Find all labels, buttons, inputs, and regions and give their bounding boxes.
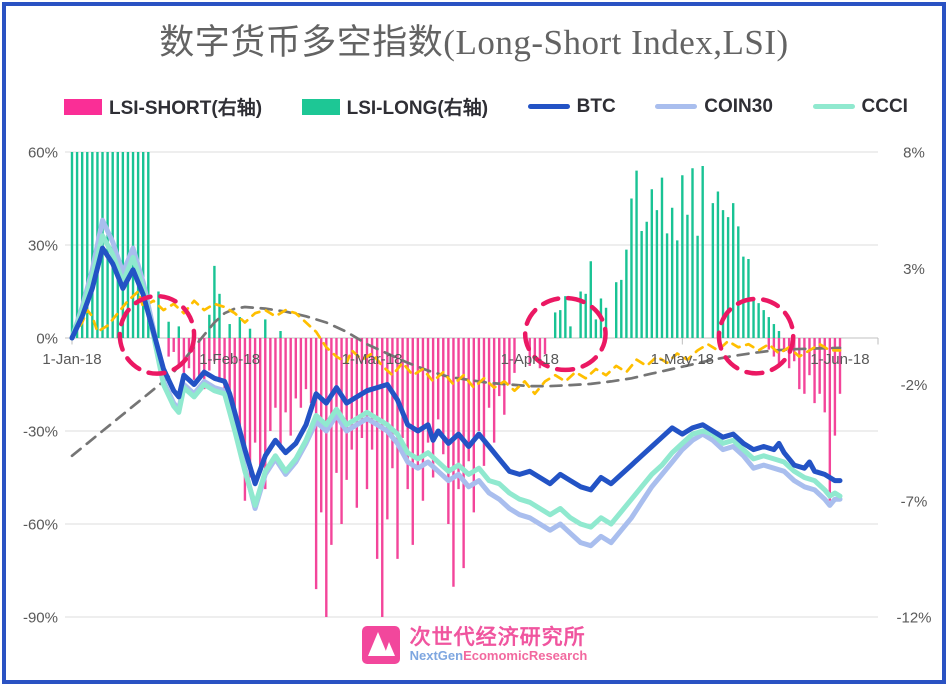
- legend-label-lsi-long: LSI-LONG(右轴): [346, 98, 489, 119]
- legend-label-btc: BTC: [576, 95, 616, 117]
- y-axis-right-label: -2%: [901, 377, 928, 394]
- y-axis-right-label: -12%: [896, 610, 931, 627]
- y-axis-right-label: 3%: [903, 261, 925, 278]
- ccci-line-swatch-icon: [812, 104, 855, 109]
- x-axis-month-label: 1-Jun-18: [810, 351, 869, 368]
- x-axis-month-label: 1-Feb-18: [199, 351, 260, 368]
- y-axis-left-label: 30%: [28, 238, 58, 255]
- legend-label-coin30: COIN30: [704, 95, 773, 117]
- footer-name-en: NextGenEcomomicResearch: [410, 649, 588, 663]
- y-axis-left-label: -30%: [23, 424, 58, 441]
- y-axis-right-label: -7%: [901, 493, 928, 510]
- legend-label-lsi-short: LSI-SHORT(右轴): [109, 98, 263, 119]
- y-axis-left-label: -60%: [23, 517, 58, 534]
- footer-branding: 次世代经济研究所 NextGenEcomomicResearch: [0, 625, 948, 665]
- x-axis-month-label: 1-Mar-18: [342, 351, 403, 368]
- legend-item-btc: BTC: [527, 95, 616, 118]
- btc-line-swatch-icon: [527, 104, 570, 109]
- legend-item-lsi-short: LSI-SHORT(右轴): [64, 93, 262, 120]
- legend-item-ccci: CCCI: [812, 95, 908, 118]
- y-axis-left-label: 0%: [36, 331, 58, 348]
- lsi-short-swatch-icon: [64, 98, 102, 115]
- x-axis-month-label: 1-Jan-18: [42, 351, 101, 368]
- highlight-circle-annotation: [117, 293, 197, 376]
- highlight-circle-annotation: [522, 295, 608, 373]
- legend-item-lsi-long: LSI-LONG(右轴): [301, 93, 489, 120]
- legend-label-ccci: CCCI: [861, 95, 908, 117]
- y-axis-left-label: 60%: [28, 145, 58, 162]
- footer-name-cn: 次世代经济研究所: [409, 626, 586, 650]
- footer-name-en-part2: EcomomicResearch: [463, 648, 588, 664]
- footer-name-en-part1: NextGen: [409, 648, 464, 664]
- legend-item-coin30: COIN30: [655, 96, 773, 118]
- coin30-line: [69, 217, 843, 549]
- chart-title: 数字货币多空指数(Long-Short Index,LSI): [159, 23, 789, 62]
- footer-text: 次世代经济研究所 NextGenEcomomicResearch: [410, 627, 588, 663]
- coin30-line-swatch-icon: [655, 104, 698, 109]
- btc-line: [69, 245, 843, 493]
- x-axis-month-label: 1-Apr-18: [501, 351, 559, 368]
- nextgen-logo-icon: [361, 626, 400, 664]
- legend: LSI-SHORT(右轴) LSI-LONG(右轴) BTC COIN30 CC…: [64, 93, 908, 120]
- highlight-circle-annotation: [716, 296, 796, 376]
- ccci-line: [69, 233, 843, 530]
- y-axis-right-label: 8%: [903, 145, 925, 162]
- lsi-long-swatch-icon: [301, 98, 340, 115]
- y-axis-left-label: -90%: [23, 610, 58, 627]
- x-axis-month-label: 1-May-18: [651, 351, 714, 368]
- yellow-dashed-trend-line: [70, 290, 842, 396]
